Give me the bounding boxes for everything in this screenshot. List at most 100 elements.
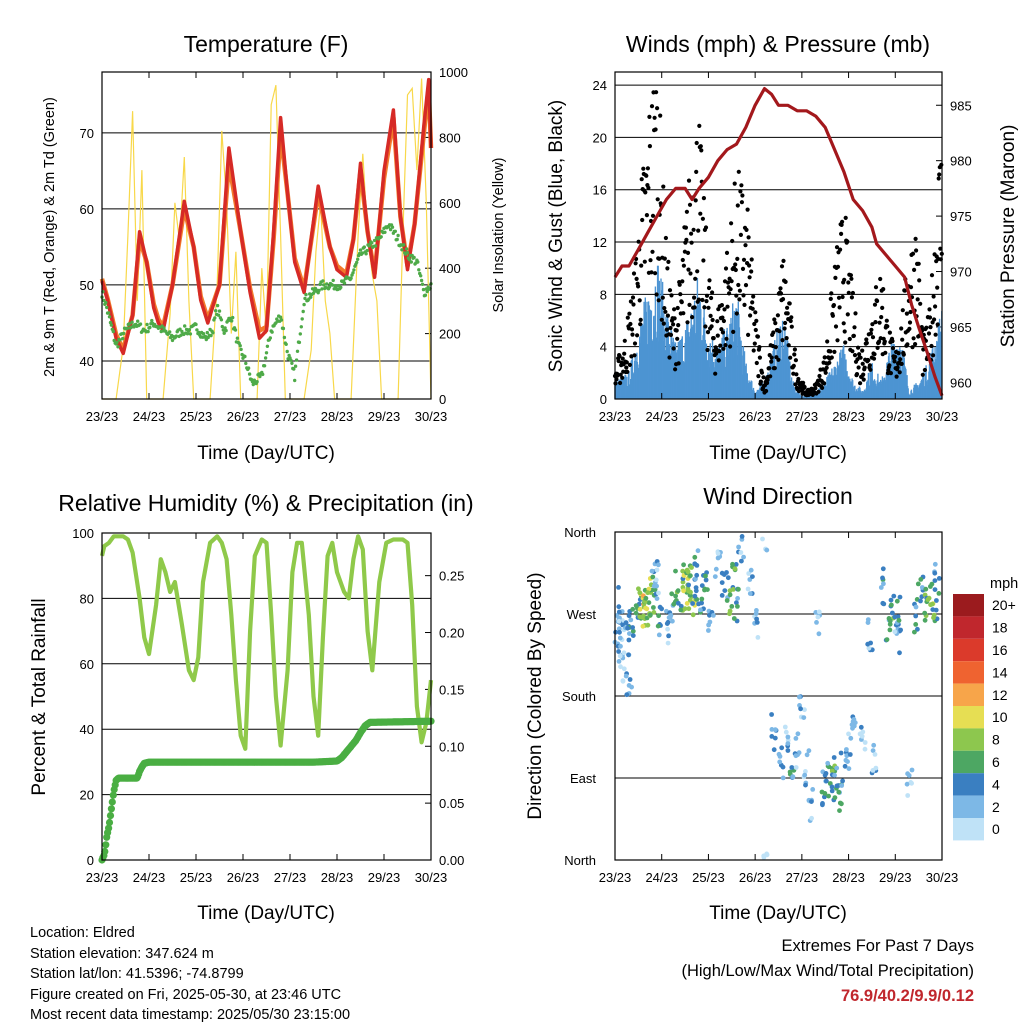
gust-point bbox=[680, 279, 685, 284]
dewpoint-point bbox=[194, 322, 198, 327]
gust-point bbox=[655, 197, 660, 202]
direction-point bbox=[858, 724, 864, 730]
direction-point bbox=[829, 788, 835, 794]
gust-point bbox=[856, 345, 861, 350]
dewpoint-point bbox=[209, 333, 213, 338]
direction-point bbox=[797, 694, 802, 700]
direction-point bbox=[724, 570, 729, 575]
dewpoint-point bbox=[303, 296, 307, 301]
gust-point bbox=[691, 227, 696, 232]
direction-point bbox=[746, 571, 752, 576]
gust-point bbox=[919, 325, 924, 330]
direction-point bbox=[650, 574, 656, 580]
direction-point bbox=[894, 598, 900, 604]
plot-frame bbox=[101, 532, 432, 861]
dewpoint-point bbox=[264, 351, 269, 355]
direction-point bbox=[750, 574, 755, 579]
direction-point bbox=[640, 623, 646, 629]
direction-point bbox=[865, 617, 871, 622]
direction-point bbox=[666, 633, 671, 639]
gust-point bbox=[684, 237, 689, 242]
direction-point bbox=[846, 731, 851, 737]
y2-tick-label: 965 bbox=[950, 320, 972, 335]
gust-point bbox=[938, 246, 943, 251]
direction-point bbox=[936, 591, 942, 596]
dewpoint-point bbox=[332, 287, 336, 291]
gust-point bbox=[680, 257, 685, 263]
winds-xlabel: Time (Day/UTC) bbox=[709, 443, 847, 464]
gust-point bbox=[900, 308, 905, 313]
gust-point bbox=[674, 328, 679, 333]
temperature-xlabel: Time (Day/UTC) bbox=[197, 443, 335, 464]
direction-point bbox=[616, 618, 622, 624]
direction-point bbox=[654, 567, 660, 573]
gust-point bbox=[796, 376, 801, 382]
direction-point bbox=[755, 635, 761, 640]
colorbar-swatch bbox=[953, 706, 984, 729]
direction-point bbox=[712, 574, 718, 579]
direction-point bbox=[796, 750, 802, 756]
gust-point bbox=[839, 222, 844, 227]
gust-point bbox=[771, 330, 776, 335]
gust-point bbox=[692, 295, 697, 300]
gust-point bbox=[916, 261, 921, 266]
dewpoint-point bbox=[372, 238, 377, 243]
gust-point bbox=[841, 321, 846, 326]
gust-point bbox=[698, 211, 703, 216]
direction-point bbox=[621, 650, 627, 656]
gust-point bbox=[747, 263, 752, 268]
gust-point bbox=[908, 285, 914, 290]
y2-tick-label: 975 bbox=[950, 209, 972, 224]
gust-point bbox=[898, 357, 903, 362]
dewpoint-point bbox=[281, 326, 286, 331]
gust-point bbox=[620, 375, 625, 380]
direction-point bbox=[930, 607, 936, 612]
gust-point bbox=[835, 338, 840, 343]
gust-point bbox=[849, 295, 855, 300]
gust-point bbox=[655, 106, 660, 111]
gust-point bbox=[643, 190, 648, 195]
dewpoint-point bbox=[293, 378, 297, 383]
direction-point bbox=[845, 759, 850, 764]
y2-tick-label: 0.05 bbox=[439, 796, 464, 811]
gust-point bbox=[632, 353, 637, 358]
gust-point bbox=[752, 341, 757, 346]
gust-point bbox=[717, 349, 722, 354]
direction-point bbox=[745, 586, 751, 592]
gust-point bbox=[631, 302, 636, 307]
gust-point bbox=[728, 344, 733, 349]
gust-point bbox=[912, 267, 917, 272]
gust-point bbox=[873, 285, 879, 290]
gust-point bbox=[900, 337, 905, 342]
direction-point bbox=[688, 589, 693, 595]
dewpoint-point bbox=[295, 349, 300, 353]
direction-point bbox=[932, 570, 938, 576]
gust-point bbox=[873, 320, 878, 325]
direction-point bbox=[926, 595, 932, 601]
direction-point bbox=[847, 752, 853, 757]
direction-point bbox=[719, 580, 725, 585]
dewpoint-point bbox=[246, 366, 251, 370]
elevation-text: Station elevation: 347.624 m bbox=[30, 945, 214, 962]
direction-point bbox=[824, 778, 829, 784]
y2-tick-label: 0.20 bbox=[439, 626, 464, 641]
direction-point bbox=[724, 598, 730, 603]
gust-point bbox=[665, 313, 671, 318]
direction-point bbox=[733, 562, 739, 567]
dewpoint-point bbox=[322, 283, 326, 287]
direction-point bbox=[680, 579, 686, 585]
gust-point bbox=[739, 183, 744, 188]
direction-point bbox=[703, 577, 709, 583]
direction-point bbox=[785, 748, 791, 753]
dewpoint-point bbox=[282, 335, 287, 340]
gust-point bbox=[723, 343, 728, 348]
location-text: Location: Eldred bbox=[30, 925, 135, 941]
direction-point bbox=[715, 551, 721, 556]
direction-point bbox=[905, 793, 911, 798]
gust-point bbox=[793, 382, 798, 387]
dewpoint-point bbox=[145, 322, 149, 327]
direction-point bbox=[804, 752, 810, 758]
direction-point bbox=[698, 607, 703, 613]
gust-point bbox=[827, 360, 832, 365]
direction-point bbox=[810, 787, 816, 792]
